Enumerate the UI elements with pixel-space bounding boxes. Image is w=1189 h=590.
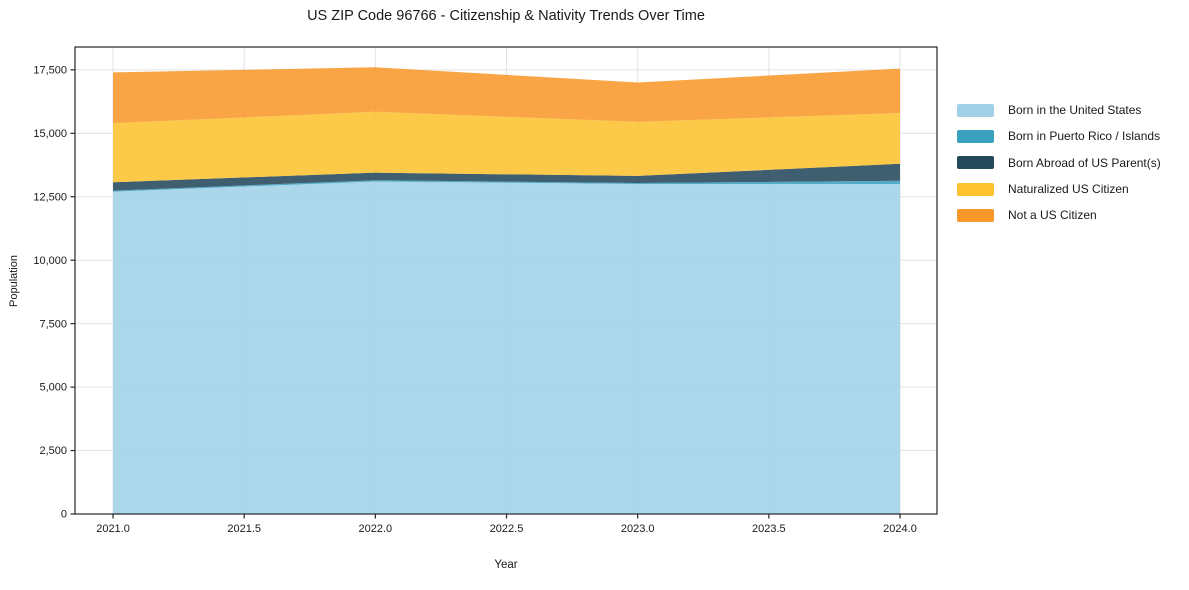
legend-swatch xyxy=(957,103,994,117)
legend-item: Born in Puerto Rico / Islands xyxy=(957,123,1161,149)
legend: Born in the United States Born in Puerto… xyxy=(957,97,1161,228)
y-tick-label: 15,000 xyxy=(33,128,67,140)
legend-label: Born in Puerto Rico / Islands xyxy=(1008,129,1161,144)
x-tick-label: 2022.5 xyxy=(490,523,524,535)
y-tick-label: 2,500 xyxy=(39,445,67,457)
legend-swatch xyxy=(957,129,994,143)
legend-label: Naturalized US Citizen xyxy=(1008,182,1129,197)
x-axis-label: Year xyxy=(494,559,518,571)
legend-swatch xyxy=(957,182,994,196)
legend-label: Not a US Citizen xyxy=(1008,208,1097,223)
legend-item: Not a US Citizen xyxy=(957,202,1161,228)
legend-swatch xyxy=(957,208,994,222)
y-axis-label: Population xyxy=(8,255,20,307)
y-tick-label: 0 xyxy=(61,509,67,521)
y-tick-label: 12,500 xyxy=(33,191,67,203)
legend-item: Naturalized US Citizen xyxy=(957,176,1161,202)
area-series xyxy=(113,181,901,515)
x-tick-label: 2023.5 xyxy=(752,523,786,535)
legend-label: Born in the United States xyxy=(1008,103,1142,118)
legend-label: Born Abroad of US Parent(s) xyxy=(1008,155,1161,170)
y-tick-label: 17,500 xyxy=(33,64,67,76)
area-series xyxy=(113,67,901,124)
legend-item: Born Abroad of US Parent(s) xyxy=(957,150,1161,176)
x-tick-label: 2022.0 xyxy=(359,523,393,535)
chart-title: US ZIP Code 96766 - Citizenship & Nativi… xyxy=(307,8,705,24)
legend-item: Born in the United States xyxy=(957,97,1161,123)
y-tick-label: 5,000 xyxy=(39,382,67,394)
x-tick-label: 2021.5 xyxy=(227,523,261,535)
x-tick-label: 2024.0 xyxy=(883,523,917,535)
area-series xyxy=(113,163,901,191)
y-tick-label: 7,500 xyxy=(39,318,67,330)
x-tick-label: 2021.0 xyxy=(96,523,130,535)
area-series xyxy=(113,180,901,192)
y-tick-label: 10,000 xyxy=(33,255,67,267)
x-tick-label: 2023.0 xyxy=(621,523,655,535)
area-series xyxy=(113,111,901,183)
legend-swatch xyxy=(957,156,994,170)
